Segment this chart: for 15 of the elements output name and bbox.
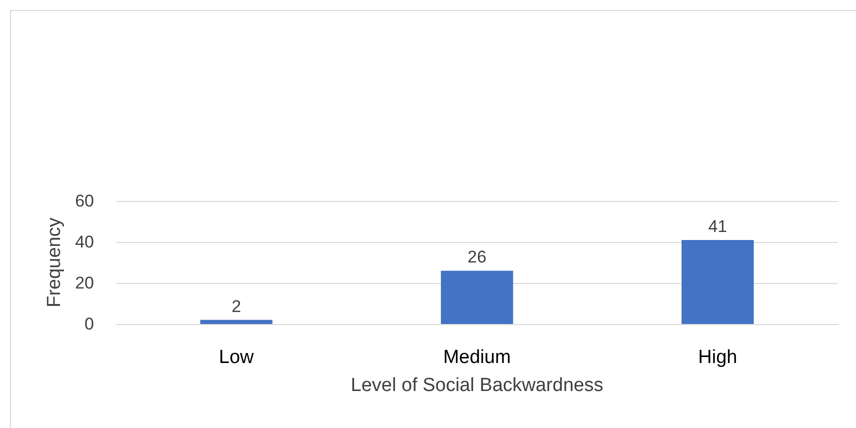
y-tick-label: 40	[75, 232, 94, 252]
data-label: 2	[232, 296, 242, 316]
x-tick-label: Medium	[443, 347, 511, 368]
x-tick-label: Low	[218, 347, 254, 368]
y-tick-label: 60	[75, 192, 94, 210]
data-label: 26	[468, 248, 486, 267]
bar	[440, 270, 514, 324]
x-tick-label: High	[698, 347, 738, 368]
data-label: 41	[708, 216, 728, 236]
x-axis-title: Level of Social Backwardness	[350, 375, 604, 396]
y-axis-title: Frequency	[44, 217, 66, 308]
y-tick-label: 0	[84, 314, 94, 334]
bar	[682, 240, 754, 324]
bar	[200, 320, 272, 324]
y-tick-label: 20	[75, 274, 94, 292]
